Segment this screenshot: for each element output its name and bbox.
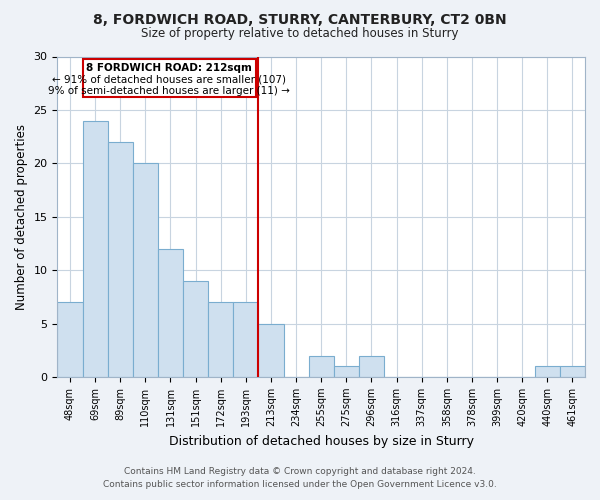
Bar bbox=[334, 366, 359, 377]
Bar bbox=[233, 302, 259, 377]
Text: 8, FORDWICH ROAD, STURRY, CANTERBURY, CT2 0BN: 8, FORDWICH ROAD, STURRY, CANTERBURY, CT… bbox=[93, 12, 507, 26]
Text: Contains HM Land Registry data © Crown copyright and database right 2024.
Contai: Contains HM Land Registry data © Crown c… bbox=[103, 468, 497, 489]
Text: Size of property relative to detached houses in Sturry: Size of property relative to detached ho… bbox=[141, 28, 459, 40]
Bar bbox=[83, 120, 107, 377]
Bar bbox=[359, 356, 384, 377]
Bar bbox=[183, 281, 208, 377]
Bar bbox=[58, 302, 83, 377]
Text: ← 91% of detached houses are smaller (107): ← 91% of detached houses are smaller (10… bbox=[52, 74, 286, 85]
Text: 8 FORDWICH ROAD: 212sqm: 8 FORDWICH ROAD: 212sqm bbox=[86, 63, 252, 73]
Bar bbox=[107, 142, 133, 377]
Y-axis label: Number of detached properties: Number of detached properties bbox=[15, 124, 28, 310]
X-axis label: Distribution of detached houses by size in Sturry: Distribution of detached houses by size … bbox=[169, 434, 474, 448]
Bar bbox=[83, 58, 256, 97]
Text: 9% of semi-detached houses are larger (11) →: 9% of semi-detached houses are larger (1… bbox=[48, 86, 290, 97]
Bar bbox=[560, 366, 585, 377]
Bar bbox=[308, 356, 334, 377]
Bar bbox=[208, 302, 233, 377]
Bar bbox=[158, 249, 183, 377]
Bar bbox=[133, 164, 158, 377]
Bar bbox=[535, 366, 560, 377]
Bar bbox=[259, 324, 284, 377]
